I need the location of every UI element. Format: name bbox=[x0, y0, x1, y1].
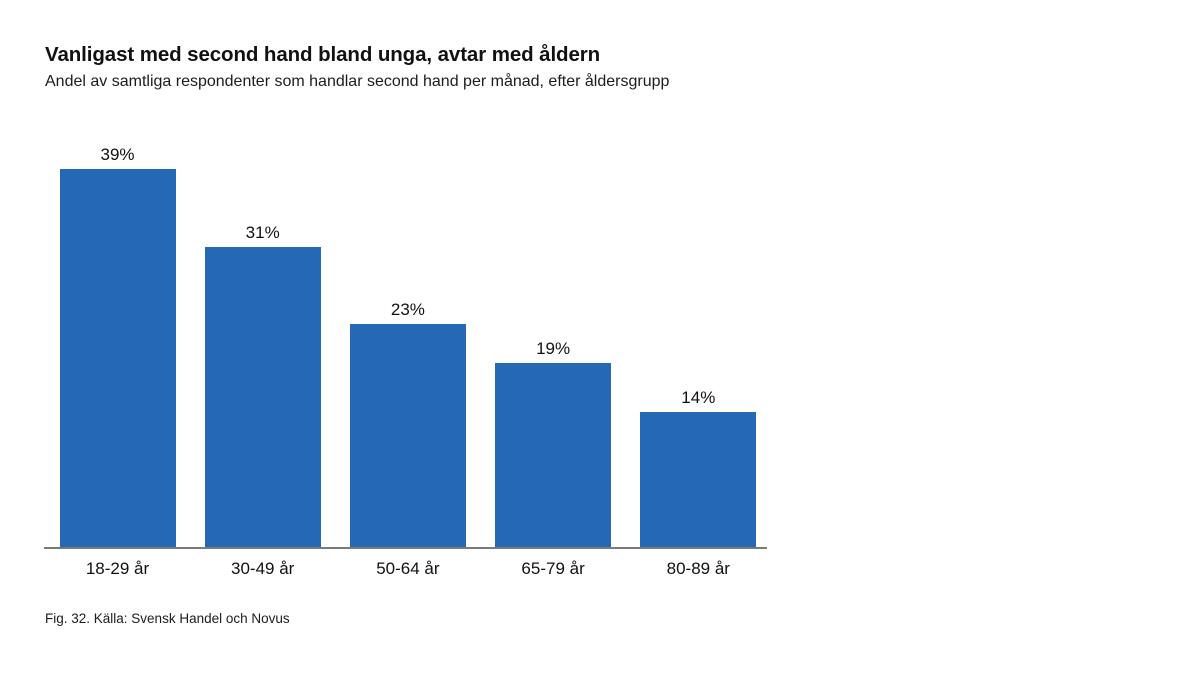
chart-title: Vanligast med second hand bland unga, av… bbox=[45, 43, 601, 66]
figure-caption: Fig. 32. Källa: Svensk Handel och Novus bbox=[45, 611, 290, 626]
bar-value-label: 19% bbox=[536, 339, 571, 358]
bar-value-label: 23% bbox=[390, 300, 425, 319]
x-axis-tick-label: 50-64 år bbox=[376, 559, 440, 578]
bar-value-label: 39% bbox=[100, 145, 135, 164]
x-axis-tick-label: 80-89 år bbox=[666, 559, 730, 578]
chart-bar bbox=[640, 412, 757, 548]
x-axis-tick-label: 65-79 år bbox=[521, 559, 585, 578]
chart-bar bbox=[204, 247, 321, 548]
chart-bar bbox=[59, 169, 176, 548]
chart-bar bbox=[349, 324, 466, 548]
chart-subtitle: Andel av samtliga respondenter som handl… bbox=[45, 73, 670, 90]
bar-value-label: 31% bbox=[245, 223, 280, 242]
x-axis-tick-label: 30-49 år bbox=[231, 559, 295, 578]
chart-bar bbox=[495, 363, 612, 548]
bar-value-label: 14% bbox=[681, 388, 716, 407]
x-axis-line bbox=[44, 547, 767, 549]
x-axis-tick-label: 18-29 år bbox=[85, 559, 150, 578]
